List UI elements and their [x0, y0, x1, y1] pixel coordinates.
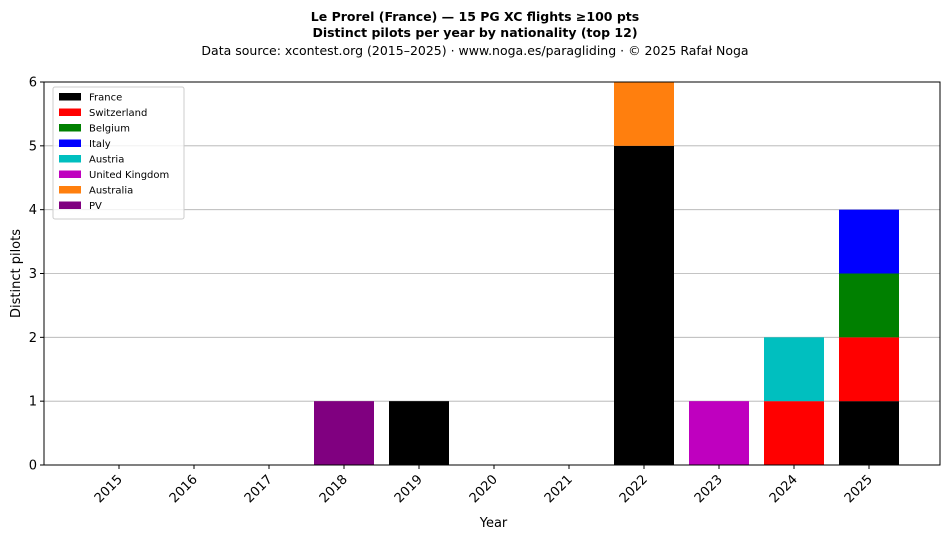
legend-label: United Kingdom	[89, 170, 169, 181]
x-tick-label: 2021	[542, 472, 576, 506]
y-tick-label: 1	[29, 395, 37, 410]
legend-swatch	[59, 170, 81, 178]
x-tick-label: 2016	[167, 472, 201, 506]
legend: France Switzerland Belgium Italy Austria Unit…	[52, 86, 185, 220]
bar-segment	[764, 337, 824, 402]
x-ticks: 2015 2016 2017 2018 2019 2020 2021 2022 2023 2024…	[92, 465, 876, 506]
legend-swatch	[59, 186, 81, 194]
legend-swatch	[59, 93, 81, 101]
y-axis-label: Distinct pilots	[9, 229, 24, 318]
x-tick-label: 2018	[317, 472, 351, 506]
bar-segment	[839, 273, 899, 338]
bar-segment	[689, 401, 749, 465]
y-tick-label: 2	[29, 331, 37, 346]
y-ticks: 0 1 2 3 4 5 6	[29, 76, 44, 474]
bar-segment	[764, 401, 824, 465]
chart-subtitle: Distinct pilots per year by nationality …	[312, 25, 637, 40]
bar-segment	[614, 145, 674, 466]
x-tick-label: 2025	[842, 472, 876, 506]
chart-title: Le Prorel (France) — 15 PG XC flights ≥1…	[311, 9, 639, 24]
bars	[314, 82, 899, 466]
x-tick-label: 2022	[617, 472, 651, 506]
legend-label: Belgium	[89, 124, 130, 135]
x-tick-label: 2023	[692, 472, 726, 506]
bar-segment	[614, 82, 674, 146]
bar-segment	[314, 401, 374, 465]
bar-segment	[839, 401, 899, 465]
legend-label: Austria	[89, 155, 124, 166]
chart-source-line: Data source: xcontest.org (2015–2025) · …	[201, 43, 748, 58]
y-tick-label: 5	[29, 139, 37, 154]
bar-segment	[839, 337, 899, 402]
y-tick-label: 3	[29, 267, 37, 282]
legend-label: France	[89, 93, 122, 104]
bar-segment	[839, 209, 899, 274]
legend-swatch	[59, 201, 81, 209]
legend-box	[52, 86, 185, 220]
legend-swatch	[59, 155, 81, 163]
legend-label: Switzerland	[89, 108, 147, 119]
legend-swatch	[59, 139, 81, 147]
x-tick-label: 2015	[92, 472, 126, 506]
legend-label: PV	[89, 201, 102, 212]
x-axis-label: Year	[479, 516, 508, 531]
bar-segment	[389, 401, 449, 465]
legend-swatch	[59, 108, 81, 116]
x-tick-label: 2024	[767, 472, 801, 506]
legend-swatch	[59, 124, 81, 132]
legend-label: Australia	[89, 186, 133, 197]
y-tick-label: 6	[29, 76, 37, 91]
x-tick-label: 2020	[467, 472, 501, 506]
x-tick-label: 2019	[392, 472, 426, 506]
legend-label: Italy	[89, 139, 111, 150]
y-tick-label: 4	[29, 203, 37, 218]
y-tick-label: 0	[29, 459, 37, 474]
x-tick-label: 2017	[242, 472, 276, 506]
